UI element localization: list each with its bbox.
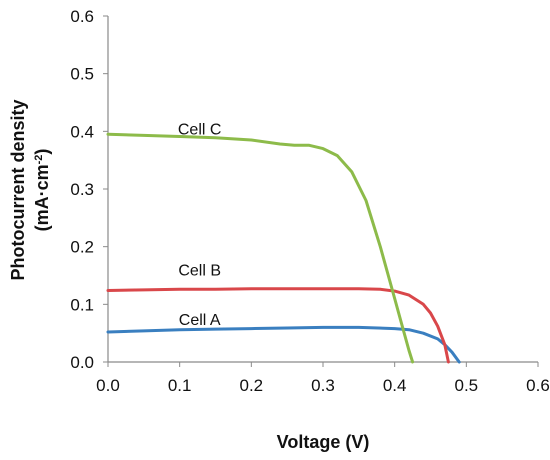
y-tick-label: 0.4 [70,122,94,141]
y-axis-title-line1: Photocurrent density [8,99,28,280]
series-labels: Cell A Cell B Cell C [178,121,222,328]
x-tick-label: 0.6 [526,376,550,395]
ticks: 0.0 0.1 0.2 0.3 0.4 0.5 0.6 0.0 0.1 0.2 0.3 0.4 0.5 0… [70,7,549,395]
y-tick-label: 0.1 [70,295,94,314]
x-tick-label: 0.1 [168,376,192,395]
series-line-cell-b [106,287,450,364]
y-tick-label: 0.3 [70,180,94,199]
y-tick-label: 0.6 [70,7,94,26]
y-axis-title-line2: (mA·cm-2) [32,149,52,232]
y-axis-title-close: ) [32,149,52,155]
x-tick-label: 0.0 [96,376,120,395]
series-label-cell-c: Cell C [178,121,222,138]
y-axis-title-unit: (mA·cm [32,164,52,231]
series-label-cell-b: Cell B [178,263,221,280]
x-axis-title: Voltage (V) [277,432,370,452]
y-axis-title-exponent: -2 [33,155,45,165]
series-label-cell-a: Cell A [179,312,221,329]
axes [107,16,538,363]
series-line-cell-c [106,132,415,364]
series-lines [106,132,461,364]
x-tick-label: 0.2 [240,376,264,395]
y-tick-label: 0.0 [70,353,94,372]
x-tick-label: 0.3 [311,376,335,395]
x-tick-label: 0.5 [455,376,479,395]
series-line-cell-a [106,325,461,364]
y-tick-label: 0.2 [70,238,94,257]
y-tick-label: 0.5 [70,65,94,84]
x-tick-label: 0.4 [383,376,407,395]
